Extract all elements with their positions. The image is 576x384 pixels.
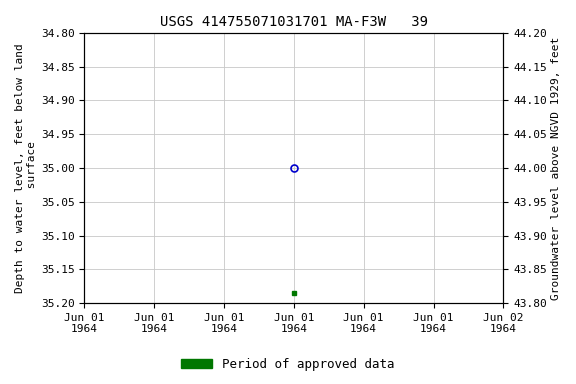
Y-axis label: Groundwater level above NGVD 1929, feet: Groundwater level above NGVD 1929, feet xyxy=(551,36,561,300)
Legend: Period of approved data: Period of approved data xyxy=(176,353,400,376)
Y-axis label: Depth to water level, feet below land
 surface: Depth to water level, feet below land su… xyxy=(15,43,37,293)
Title: USGS 414755071031701 MA-F3W   39: USGS 414755071031701 MA-F3W 39 xyxy=(160,15,428,29)
